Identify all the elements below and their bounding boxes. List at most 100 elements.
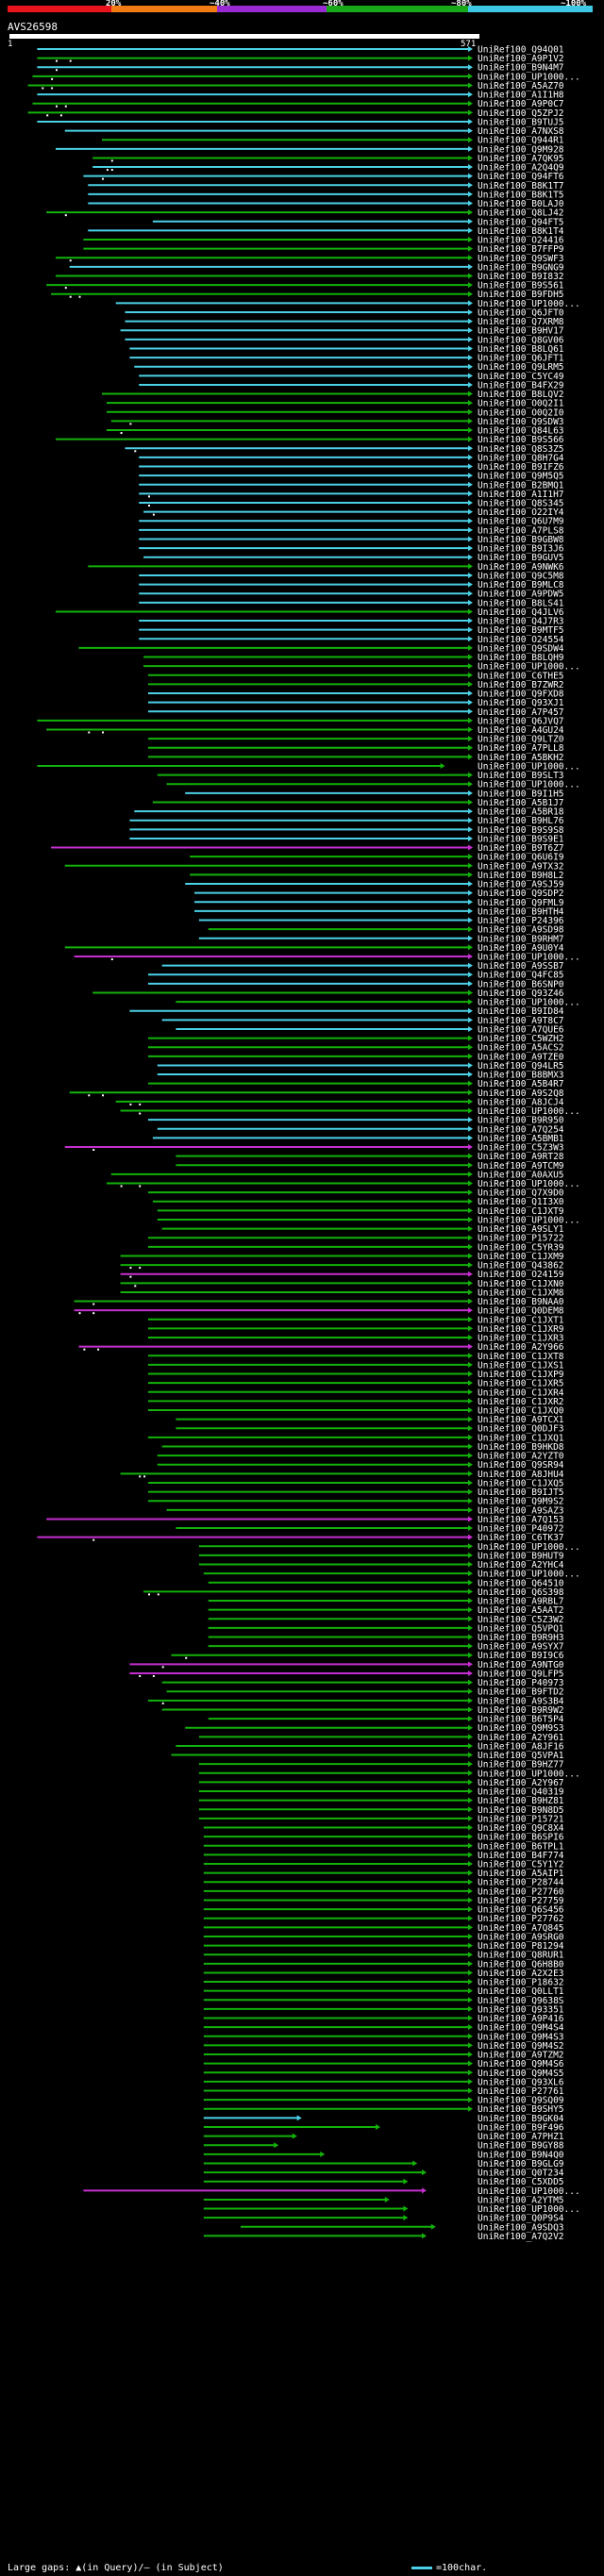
- hit-row[interactable]: UniRef100_B9IFZ6: [139, 462, 564, 473]
- hit-label[interactable]: UniRef100_Q9M928: [478, 144, 564, 155]
- hit-row[interactable]: UniRef100_C5Y1Y2: [203, 1860, 564, 1870]
- hit-label[interactable]: UniRef100_A7Q153: [478, 1515, 564, 1525]
- hit-label[interactable]: UniRef100_A9SRG0: [478, 1932, 564, 1942]
- hit-row[interactable]: UniRef100_B9I3J6: [139, 544, 564, 555]
- hit-label[interactable]: UniRef100_B9IJT5: [478, 1487, 564, 1498]
- hit-label[interactable]: UniRef100_Q94FT5: [478, 217, 564, 227]
- hit-label[interactable]: UniRef100_Q6U6I9: [478, 853, 564, 863]
- hit-label[interactable]: UniRef100_A2Y961: [478, 1733, 564, 1743]
- hit-row[interactable]: UniRef100_B9T6Z7: [51, 843, 564, 854]
- hit-row[interactable]: UniRef100_A9NWK6: [88, 562, 564, 573]
- hit-row[interactable]: UniRef100_B9I832: [56, 272, 564, 282]
- hit-label[interactable]: UniRef100_C5WZH2: [478, 1034, 564, 1044]
- hit-label[interactable]: UniRef100_C1JXT1: [478, 1315, 564, 1325]
- hit-label[interactable]: UniRef100_A9PDW5: [478, 590, 564, 600]
- hit-label[interactable]: UniRef100_Q8RUR1: [478, 1951, 564, 1961]
- hit-label[interactable]: UniRef100_A5B4R7: [478, 1079, 564, 1089]
- hit-label[interactable]: UniRef100_C1JXR2: [478, 1397, 564, 1407]
- hit-row[interactable]: UniRef100_A9TZE0: [148, 1052, 564, 1062]
- hit-row[interactable]: UniRef100_B9S9E1: [129, 834, 564, 844]
- hit-label[interactable]: UniRef100_A2Y967: [478, 1778, 564, 1788]
- hit-label[interactable]: UniRef100_A9RT28: [478, 1152, 564, 1162]
- hit-row[interactable]: UniRef100_A9P416: [203, 2014, 564, 2024]
- hit-label[interactable]: UniRef100_B9GNG9: [478, 262, 564, 273]
- hit-row[interactable]: UniRef100_B9IJT5: [148, 1487, 564, 1498]
- hit-label[interactable]: UniRef100_B9N8D5: [478, 1805, 564, 1816]
- hit-row[interactable]: UniRef100_A8JF16: [176, 1741, 564, 1752]
- hit-row[interactable]: UniRef100_Q93XL6: [203, 2077, 564, 2087]
- hit-label[interactable]: UniRef100_A9SLY1: [478, 1224, 564, 1235]
- hit-label[interactable]: UniRef100_Q9SDW3: [478, 417, 564, 427]
- hit-label[interactable]: UniRef100_B8LQH9: [478, 653, 564, 663]
- hit-row[interactable]: UniRef100_UP1000...: [166, 780, 580, 790]
- hit-row[interactable]: UniRef100_B9S9S8: [129, 825, 564, 836]
- hit-row[interactable]: UniRef100_A2X2E3: [203, 1969, 564, 1979]
- hit-row[interactable]: UniRef100_UP1000...: [115, 299, 580, 309]
- hit-label[interactable]: UniRef100_P27759: [478, 1896, 564, 1906]
- hit-label[interactable]: UniRef100_A9NWK6: [478, 562, 564, 573]
- hit-label[interactable]: UniRef100_Q5ZPJ2: [478, 108, 564, 119]
- hit-row[interactable]: UniRef100_Q8GV06: [125, 335, 564, 345]
- hit-label[interactable]: UniRef100_O24159: [478, 1270, 564, 1280]
- hit-row[interactable]: UniRef100_C5WZH2: [148, 1034, 564, 1044]
- hit-row[interactable]: UniRef100_UP1000...: [203, 2204, 580, 2215]
- hit-row[interactable]: UniRef100_A0AXU5: [110, 1170, 564, 1180]
- hit-row[interactable]: UniRef100_B9HKD8: [161, 1442, 564, 1453]
- hit-label[interactable]: UniRef100_C5YC49: [478, 372, 564, 382]
- hit-row[interactable]: UniRef100_B9I9C6: [171, 1651, 564, 1661]
- hit-label[interactable]: UniRef100_UP1000...: [478, 1769, 580, 1779]
- hit-row[interactable]: UniRef100_Q6S456: [203, 1905, 564, 1916]
- hit-label[interactable]: UniRef100_Q9SWF3: [478, 254, 564, 264]
- hit-row[interactable]: UniRef100_Q9FML9: [194, 898, 564, 908]
- hit-label[interactable]: UniRef100_Q6S456: [478, 1905, 564, 1916]
- hit-label[interactable]: UniRef100_B9SLT3: [478, 771, 564, 781]
- hit-row[interactable]: UniRef100_A9SAZ3: [166, 1505, 564, 1516]
- hit-label[interactable]: UniRef100_C6TK37: [478, 1533, 564, 1543]
- hit-label[interactable]: UniRef100_UP1000...: [478, 72, 580, 82]
- hit-label[interactable]: UniRef100_Q9SR94: [478, 1460, 564, 1471]
- hit-row[interactable]: UniRef100_Q6JVQ7: [37, 716, 564, 726]
- hit-row[interactable]: UniRef100_P27760: [203, 1886, 564, 1897]
- hit-row[interactable]: UniRef100_C1JXN0: [120, 1279, 564, 1289]
- hit-label[interactable]: UniRef100_B9GBW8: [478, 535, 564, 545]
- hit-label[interactable]: UniRef100_Q4J7R3: [478, 617, 564, 627]
- hit-label[interactable]: UniRef100_B8K1T5: [478, 190, 564, 200]
- hit-label[interactable]: UniRef100_C1JXR4: [478, 1388, 564, 1398]
- hit-row[interactable]: UniRef100_B9MTF5: [139, 625, 564, 636]
- hit-row[interactable]: UniRef100_Q0DJF3: [176, 1424, 564, 1435]
- hit-label[interactable]: UniRef100_C1JXQ5: [478, 1478, 564, 1488]
- hit-label[interactable]: UniRef100_B9T6Z7: [478, 843, 564, 854]
- hit-label[interactable]: UniRef100_Q93351: [478, 2004, 564, 2015]
- hit-label[interactable]: UniRef100_A7Q254: [478, 1124, 564, 1135]
- hit-row[interactable]: UniRef100_B8K1T7: [88, 181, 564, 191]
- hit-label[interactable]: UniRef100_C1JXQ1: [478, 1433, 564, 1443]
- hit-row[interactable]: UniRef100_UP1000...: [83, 2186, 580, 2197]
- hit-row[interactable]: UniRef100_A7Q153: [46, 1515, 564, 1525]
- hit-label[interactable]: UniRef100_Q9C5M8: [478, 571, 564, 581]
- hit-label[interactable]: UniRef100_Q93XJ1: [478, 698, 564, 708]
- hit-row[interactable]: UniRef100_B8LS41: [139, 598, 564, 608]
- hit-row[interactable]: UniRef100_A9SLY1: [161, 1224, 564, 1235]
- hit-label[interactable]: UniRef100_A9SAZ3: [478, 1505, 564, 1516]
- hit-label[interactable]: UniRef100_Q9SDW4: [478, 643, 564, 654]
- hit-label[interactable]: UniRef100_C1JXT8: [478, 1352, 564, 1362]
- hit-row[interactable]: UniRef100_A9SYX7: [208, 1642, 564, 1653]
- hit-label[interactable]: UniRef100_B9MLC8: [478, 580, 564, 590]
- hit-row[interactable]: UniRef100_C1JXR9: [148, 1324, 564, 1335]
- hit-label[interactable]: UniRef100_C1JXS1: [478, 1360, 564, 1371]
- hit-label[interactable]: UniRef100_B7FFP9: [478, 244, 564, 255]
- hit-label[interactable]: UniRef100_P15722: [478, 1234, 564, 1244]
- hit-row[interactable]: UniRef100_P27759: [203, 1896, 564, 1906]
- hit-label[interactable]: UniRef100_A9SYX7: [478, 1642, 564, 1653]
- hit-row[interactable]: UniRef100_A5BMB1: [152, 1134, 564, 1144]
- hit-row[interactable]: UniRef100_A8JCJ4: [115, 1097, 564, 1107]
- hit-label[interactable]: UniRef100_A1I1H7: [478, 490, 564, 500]
- hit-row[interactable]: UniRef100_Q0LLT1: [203, 1986, 564, 1997]
- hit-label[interactable]: UniRef100_Q9FML9: [478, 898, 564, 908]
- hit-row[interactable]: UniRef100_P40973: [161, 1678, 564, 1688]
- hit-row[interactable]: UniRef100_Q9SQ09: [203, 2096, 564, 2106]
- hit-label[interactable]: UniRef100_C5Y1Y2: [478, 1860, 564, 1870]
- hit-label[interactable]: UniRef100_A9TX32: [478, 861, 564, 872]
- hit-label[interactable]: UniRef100_B9GY88: [478, 2141, 564, 2152]
- hit-label[interactable]: UniRef100_A5BKH2: [478, 753, 564, 763]
